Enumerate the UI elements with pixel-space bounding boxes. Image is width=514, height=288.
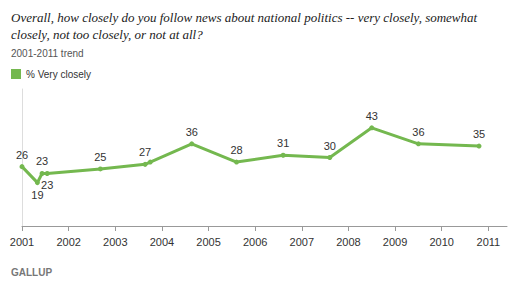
svg-text:35: 35 (473, 128, 485, 140)
svg-text:26: 26 (16, 149, 28, 161)
svg-text:25: 25 (94, 151, 106, 163)
svg-text:2009: 2009 (383, 236, 407, 248)
svg-text:2007: 2007 (290, 236, 314, 248)
svg-text:28: 28 (230, 144, 242, 156)
svg-text:43: 43 (366, 110, 378, 122)
svg-text:31: 31 (277, 137, 289, 149)
svg-text:2005: 2005 (196, 236, 220, 248)
svg-text:2001: 2001 (10, 236, 34, 248)
svg-text:GALLUP: GALLUP (11, 267, 52, 278)
svg-text:36: 36 (186, 126, 198, 138)
svg-text:Overall, how closely do you fo: Overall, how closely do you follow news … (11, 10, 480, 25)
svg-text:23: 23 (41, 179, 53, 191)
svg-text:2010: 2010 (429, 236, 453, 248)
svg-text:2004: 2004 (150, 236, 174, 248)
svg-text:2008: 2008 (336, 236, 360, 248)
svg-text:30: 30 (324, 140, 336, 152)
svg-text:2011: 2011 (477, 236, 501, 248)
svg-text:2003: 2003 (103, 236, 127, 248)
svg-text:2001-2011 trend: 2001-2011 trend (11, 48, 84, 59)
svg-text:2002: 2002 (56, 236, 80, 248)
svg-text:27: 27 (139, 146, 151, 158)
svg-text:23: 23 (36, 155, 48, 167)
svg-text:closely, not too closely, or n: closely, not too closely, or not at all? (11, 27, 203, 42)
svg-text:19: 19 (31, 188, 44, 201)
svg-text:% Very closely: % Very closely (26, 69, 91, 80)
svg-text:2006: 2006 (243, 236, 267, 248)
svg-text:36: 36 (412, 126, 424, 138)
